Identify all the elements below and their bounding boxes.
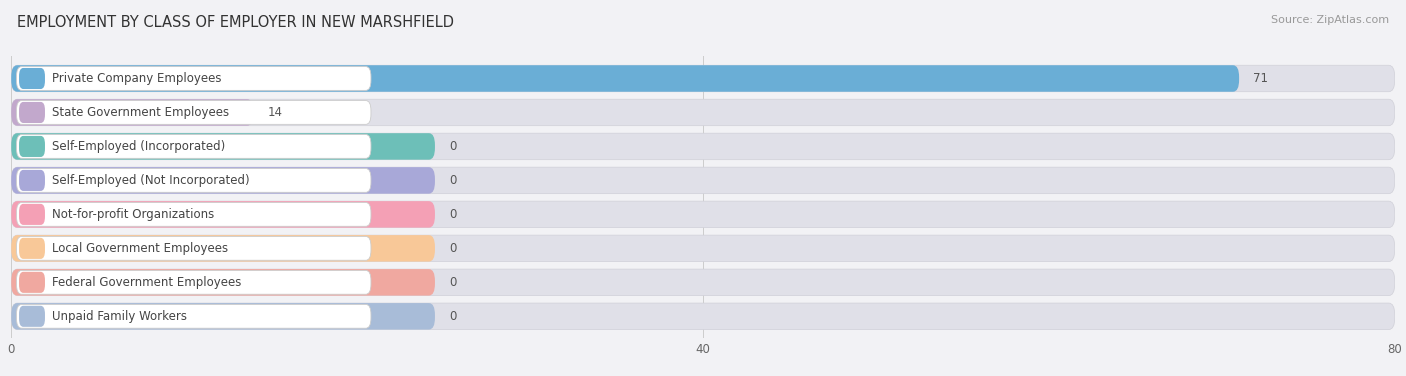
FancyBboxPatch shape: [20, 136, 45, 157]
Text: Local Government Employees: Local Government Employees: [52, 242, 228, 255]
FancyBboxPatch shape: [20, 272, 45, 293]
FancyBboxPatch shape: [20, 102, 45, 123]
Text: 14: 14: [267, 106, 283, 119]
FancyBboxPatch shape: [11, 303, 434, 330]
FancyBboxPatch shape: [17, 203, 371, 226]
FancyBboxPatch shape: [11, 235, 1395, 262]
FancyBboxPatch shape: [20, 306, 45, 327]
Text: State Government Employees: State Government Employees: [52, 106, 229, 119]
Text: Source: ZipAtlas.com: Source: ZipAtlas.com: [1271, 15, 1389, 25]
FancyBboxPatch shape: [17, 270, 371, 294]
Text: Federal Government Employees: Federal Government Employees: [52, 276, 242, 289]
Text: 0: 0: [449, 276, 456, 289]
FancyBboxPatch shape: [17, 237, 371, 260]
FancyBboxPatch shape: [11, 235, 434, 262]
FancyBboxPatch shape: [11, 269, 1395, 296]
Text: Unpaid Family Workers: Unpaid Family Workers: [52, 310, 187, 323]
FancyBboxPatch shape: [17, 135, 371, 158]
FancyBboxPatch shape: [17, 305, 371, 328]
FancyBboxPatch shape: [11, 167, 434, 194]
FancyBboxPatch shape: [11, 99, 1395, 126]
Text: 0: 0: [449, 242, 456, 255]
Text: Self-Employed (Not Incorporated): Self-Employed (Not Incorporated): [52, 174, 249, 187]
FancyBboxPatch shape: [17, 168, 371, 192]
FancyBboxPatch shape: [20, 238, 45, 259]
FancyBboxPatch shape: [11, 201, 434, 227]
Text: Not-for-profit Organizations: Not-for-profit Organizations: [52, 208, 214, 221]
FancyBboxPatch shape: [11, 167, 1395, 194]
FancyBboxPatch shape: [11, 65, 1395, 92]
FancyBboxPatch shape: [11, 133, 434, 160]
Text: 0: 0: [449, 310, 456, 323]
FancyBboxPatch shape: [11, 99, 253, 126]
FancyBboxPatch shape: [11, 201, 1395, 227]
Text: 0: 0: [449, 208, 456, 221]
Text: 71: 71: [1253, 72, 1268, 85]
FancyBboxPatch shape: [17, 100, 371, 124]
Text: Self-Employed (Incorporated): Self-Employed (Incorporated): [52, 140, 225, 153]
FancyBboxPatch shape: [20, 170, 45, 191]
FancyBboxPatch shape: [20, 68, 45, 89]
FancyBboxPatch shape: [11, 65, 1239, 92]
Text: 0: 0: [449, 174, 456, 187]
Text: Private Company Employees: Private Company Employees: [52, 72, 221, 85]
Text: EMPLOYMENT BY CLASS OF EMPLOYER IN NEW MARSHFIELD: EMPLOYMENT BY CLASS OF EMPLOYER IN NEW M…: [17, 15, 454, 30]
FancyBboxPatch shape: [11, 303, 1395, 330]
FancyBboxPatch shape: [20, 204, 45, 225]
FancyBboxPatch shape: [11, 269, 434, 296]
FancyBboxPatch shape: [11, 133, 1395, 160]
Text: 0: 0: [449, 140, 456, 153]
FancyBboxPatch shape: [17, 67, 371, 90]
